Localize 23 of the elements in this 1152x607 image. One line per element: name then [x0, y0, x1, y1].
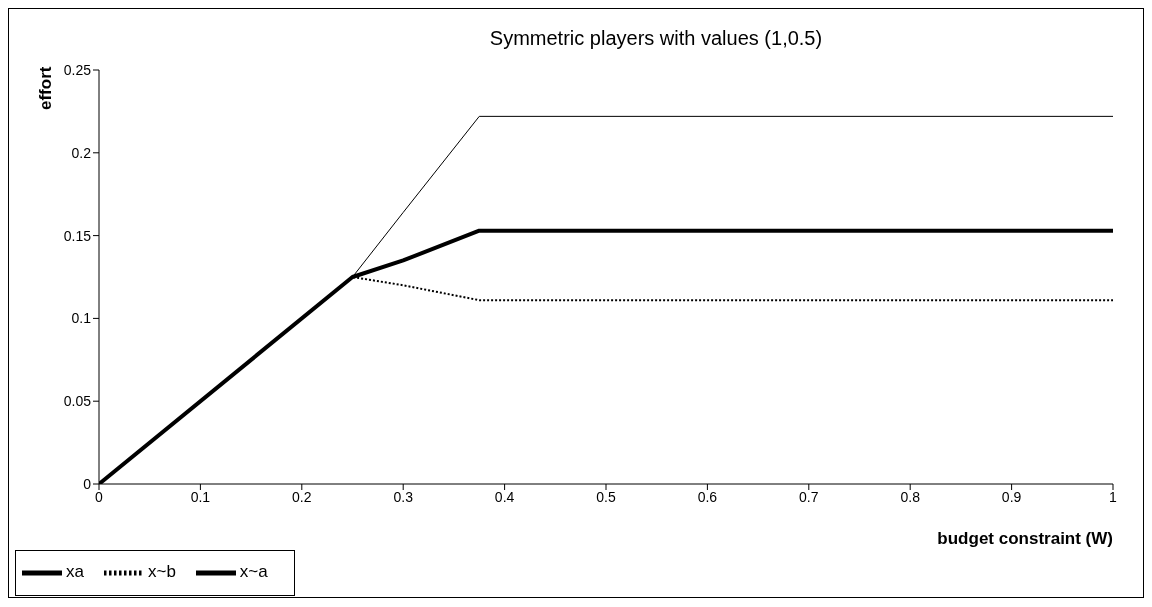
x-tick-label: 0.1: [190, 488, 211, 505]
x-tick-label: 0.8: [900, 488, 921, 505]
y-tick-label: 0.05: [63, 393, 92, 410]
legend-label: xa: [66, 562, 84, 582]
x-tick-label: 0.7: [799, 488, 819, 505]
y-tick-label: 0: [83, 475, 92, 492]
x-tick-label: 0.5: [596, 488, 616, 505]
y-tick-label: 0.1: [71, 310, 92, 327]
x-tick-label: 0.9: [1001, 488, 1022, 505]
x-axis-title: budget constraint (W): [937, 529, 1113, 548]
y-tick-label: 0.15: [63, 227, 92, 244]
legend-label: x~b: [147, 562, 176, 582]
x-tick-label: 0: [95, 488, 104, 505]
chart-title: Symmetric players with values (1,0.5): [488, 27, 824, 50]
y-tick-label: 0.2: [71, 144, 92, 161]
x-tick-label: 1: [1109, 488, 1118, 505]
x-tick-label: 0.4: [494, 488, 515, 505]
y-axis-title: effort: [36, 66, 56, 110]
legend-label: x~a: [239, 562, 268, 582]
x-tick-label: 0.6: [697, 488, 718, 505]
x-tick-label: 0.3: [393, 488, 414, 505]
y-tick-label: 0.25: [63, 61, 92, 78]
x-tick-label: 0.2: [292, 488, 312, 505]
